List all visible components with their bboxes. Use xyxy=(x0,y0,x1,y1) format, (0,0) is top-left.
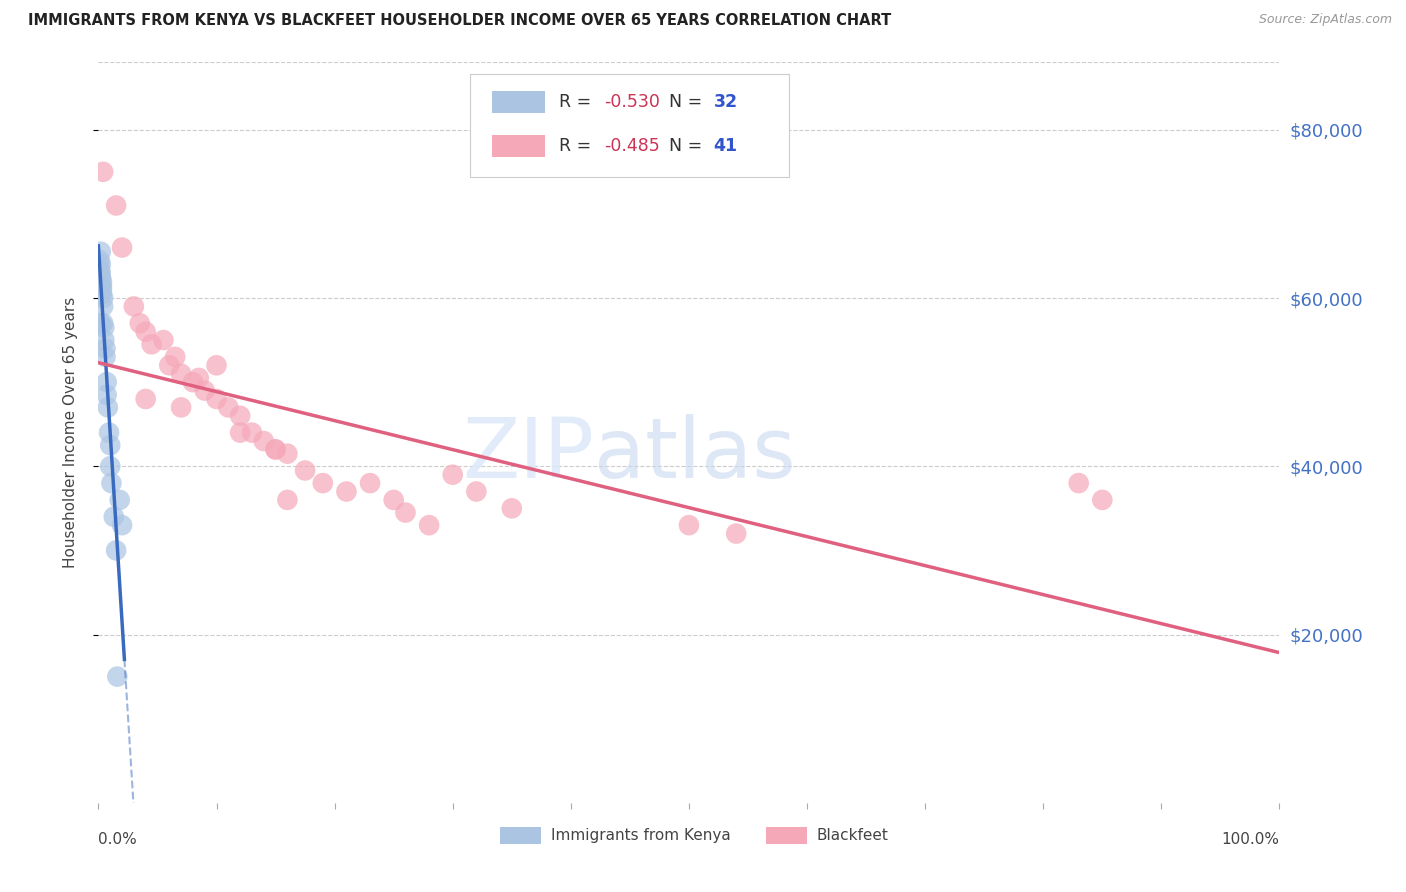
Point xyxy=(394,506,416,520)
Point xyxy=(359,476,381,491)
Point xyxy=(96,375,118,389)
Point xyxy=(96,388,118,402)
Point xyxy=(89,261,111,276)
Point xyxy=(725,526,748,541)
Text: 0.0%: 0.0% xyxy=(98,832,138,847)
Point xyxy=(194,384,217,398)
Point xyxy=(276,447,298,461)
Point xyxy=(98,459,121,474)
Point xyxy=(1067,476,1090,491)
Point xyxy=(108,492,131,507)
Point xyxy=(170,401,193,415)
FancyBboxPatch shape xyxy=(492,135,546,157)
Point xyxy=(678,518,700,533)
Text: Source: ZipAtlas.com: Source: ZipAtlas.com xyxy=(1258,13,1392,27)
Point xyxy=(91,300,114,314)
Point xyxy=(103,509,125,524)
Point xyxy=(229,425,252,440)
Point xyxy=(122,300,145,314)
Text: 32: 32 xyxy=(714,93,738,111)
Point xyxy=(94,342,117,356)
Point xyxy=(94,350,117,364)
Point xyxy=(111,518,134,533)
Text: N =: N = xyxy=(669,93,707,111)
Point xyxy=(89,253,111,268)
Text: R =: R = xyxy=(560,93,596,111)
Point xyxy=(264,442,287,457)
FancyBboxPatch shape xyxy=(471,73,789,178)
Point xyxy=(229,409,252,423)
Text: -0.485: -0.485 xyxy=(605,137,659,155)
FancyBboxPatch shape xyxy=(766,827,807,844)
Point xyxy=(89,274,111,288)
Text: 100.0%: 100.0% xyxy=(1222,832,1279,847)
Point xyxy=(1091,492,1114,507)
Point xyxy=(465,484,488,499)
Point xyxy=(441,467,464,482)
Text: R =: R = xyxy=(560,137,596,155)
Point xyxy=(91,283,114,297)
Point xyxy=(93,333,115,347)
Point xyxy=(105,670,128,684)
Point xyxy=(97,401,120,415)
Text: Immigrants from Kenya: Immigrants from Kenya xyxy=(551,828,731,843)
Point xyxy=(335,484,357,499)
Point xyxy=(91,165,114,179)
Point xyxy=(105,198,128,212)
Point xyxy=(240,425,263,440)
Point xyxy=(91,291,114,305)
Point xyxy=(91,316,114,330)
Text: ZIP: ZIP xyxy=(463,414,595,495)
Point xyxy=(165,350,187,364)
Text: 41: 41 xyxy=(714,137,738,155)
Text: IMMIGRANTS FROM KENYA VS BLACKFEET HOUSEHOLDER INCOME OVER 65 YEARS CORRELATION : IMMIGRANTS FROM KENYA VS BLACKFEET HOUSE… xyxy=(28,13,891,29)
Point xyxy=(312,476,335,491)
Point xyxy=(205,359,228,373)
Point xyxy=(294,463,316,477)
Point xyxy=(90,266,112,280)
Point xyxy=(105,543,128,558)
Point xyxy=(98,438,121,452)
Point xyxy=(181,375,204,389)
Point xyxy=(100,476,122,491)
Y-axis label: Householder Income Over 65 years: Householder Income Over 65 years xyxy=(63,297,77,568)
Point xyxy=(253,434,276,448)
Point xyxy=(157,359,180,373)
Point xyxy=(135,392,157,406)
Point xyxy=(152,333,174,347)
Point xyxy=(98,425,121,440)
Point xyxy=(89,266,111,280)
Point xyxy=(170,367,193,381)
Point xyxy=(111,240,134,255)
Point xyxy=(91,278,114,293)
Point xyxy=(91,286,114,301)
Point xyxy=(276,492,298,507)
Point xyxy=(264,442,287,457)
Text: N =: N = xyxy=(669,137,707,155)
Point xyxy=(418,518,440,533)
Point xyxy=(187,371,209,385)
Point xyxy=(217,401,239,415)
Point xyxy=(501,501,523,516)
Point xyxy=(141,337,163,351)
Point xyxy=(205,392,228,406)
Point xyxy=(382,492,405,507)
FancyBboxPatch shape xyxy=(501,827,541,844)
Point xyxy=(90,270,112,285)
Point xyxy=(93,320,115,334)
Point xyxy=(135,325,157,339)
Point xyxy=(90,244,112,259)
FancyBboxPatch shape xyxy=(492,91,546,112)
Text: -0.530: -0.530 xyxy=(605,93,659,111)
Point xyxy=(91,274,114,288)
Point xyxy=(90,316,112,330)
Text: Blackfeet: Blackfeet xyxy=(817,828,889,843)
Point xyxy=(90,257,112,271)
Text: atlas: atlas xyxy=(595,414,796,495)
Point xyxy=(128,316,150,330)
